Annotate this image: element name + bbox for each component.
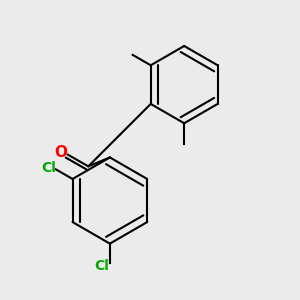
Text: O: O (55, 146, 68, 160)
Text: Cl: Cl (41, 161, 56, 176)
Text: Cl: Cl (94, 259, 109, 273)
